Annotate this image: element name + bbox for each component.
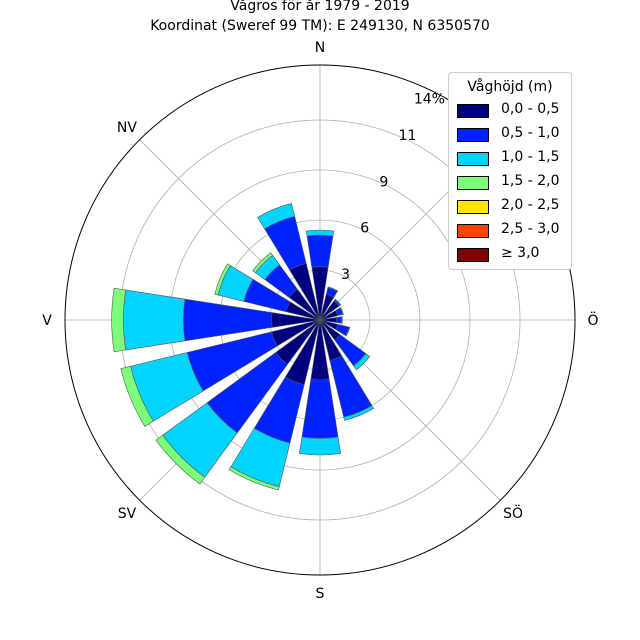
- wedge-NNÖ-2: [327, 286, 339, 292]
- wedge-SSV-3: [228, 466, 280, 491]
- wedge-VSV-3: [120, 365, 154, 427]
- wedge-V-3: [111, 287, 126, 353]
- legend-label: 0,0 - 0,5: [501, 101, 560, 117]
- radial-tick-label: 11: [399, 128, 417, 144]
- wedge-ÖNÖ-2: [339, 307, 344, 315]
- legend-swatch: [457, 248, 489, 262]
- wedge-Ö-2: [341, 316, 343, 324]
- legend-swatch: [457, 224, 489, 238]
- legend-label: 1,0 - 1,5: [501, 149, 560, 165]
- wedge-N-1: [306, 234, 334, 268]
- wedge-N-2: [305, 229, 335, 237]
- outer-frame: [64, 64, 576, 576]
- legend-label: 2,5 - 3,0: [501, 221, 560, 237]
- compass-label: SÖ: [503, 504, 523, 522]
- radial-tick-label: 6: [360, 221, 369, 237]
- legend-swatch: [457, 176, 489, 190]
- wedge-SSÖ-2: [343, 405, 375, 421]
- compass-label: V: [42, 313, 52, 329]
- legend-title: Våghöjd (m): [467, 79, 553, 95]
- wedge-V-1: [183, 298, 273, 342]
- wedge-VNV-3: [214, 263, 231, 296]
- wedge-S-1: [301, 378, 339, 439]
- wave-rose-bars: [111, 203, 375, 491]
- wedge-ÖSÖ-2: [345, 326, 351, 337]
- compass-label: NV: [117, 120, 137, 136]
- radial-tick-label: 14%: [414, 91, 445, 107]
- chart-subtitle: Koordinat (Sweref 99 TM): E 249130, N 63…: [150, 18, 490, 34]
- legend-swatch: [457, 200, 489, 214]
- legend-label: 2,0 - 2,5: [501, 197, 560, 213]
- compass-label: Ö: [587, 311, 598, 329]
- legend-label: ≥ 3,0: [501, 245, 540, 261]
- compass-label: N: [315, 40, 325, 56]
- legend-swatch: [457, 104, 489, 118]
- wedge-NNV-2: [257, 203, 296, 230]
- legend-label: 1,5 - 2,0: [501, 173, 560, 189]
- wedge-NV-3: [252, 252, 274, 274]
- radial-tick-label: 9: [379, 174, 388, 190]
- compass-label: SV: [118, 506, 137, 522]
- chart-title: Vågros för år 1979 - 2019: [230, 0, 410, 14]
- wedge-V-2: [123, 289, 186, 351]
- wedge-S-2: [299, 436, 341, 456]
- legend: Våghöjd (m) 0,0 - 0,5 0,5 - 1,0 1,0 - 1,…: [448, 72, 572, 270]
- legend-swatch: [457, 152, 489, 166]
- compass-label: S: [316, 586, 325, 602]
- wedge-Ö-1: [336, 316, 342, 324]
- wedge-SÖ-2: [353, 353, 371, 371]
- legend-label: 0,5 - 1,0: [501, 125, 560, 141]
- wedge-SV-3: [155, 434, 206, 485]
- wedge-NÖ-2: [334, 298, 342, 306]
- radial-tick-label: 3: [341, 267, 350, 283]
- wedge-SSÖ-1: [329, 355, 373, 418]
- legend-swatch: [457, 128, 489, 142]
